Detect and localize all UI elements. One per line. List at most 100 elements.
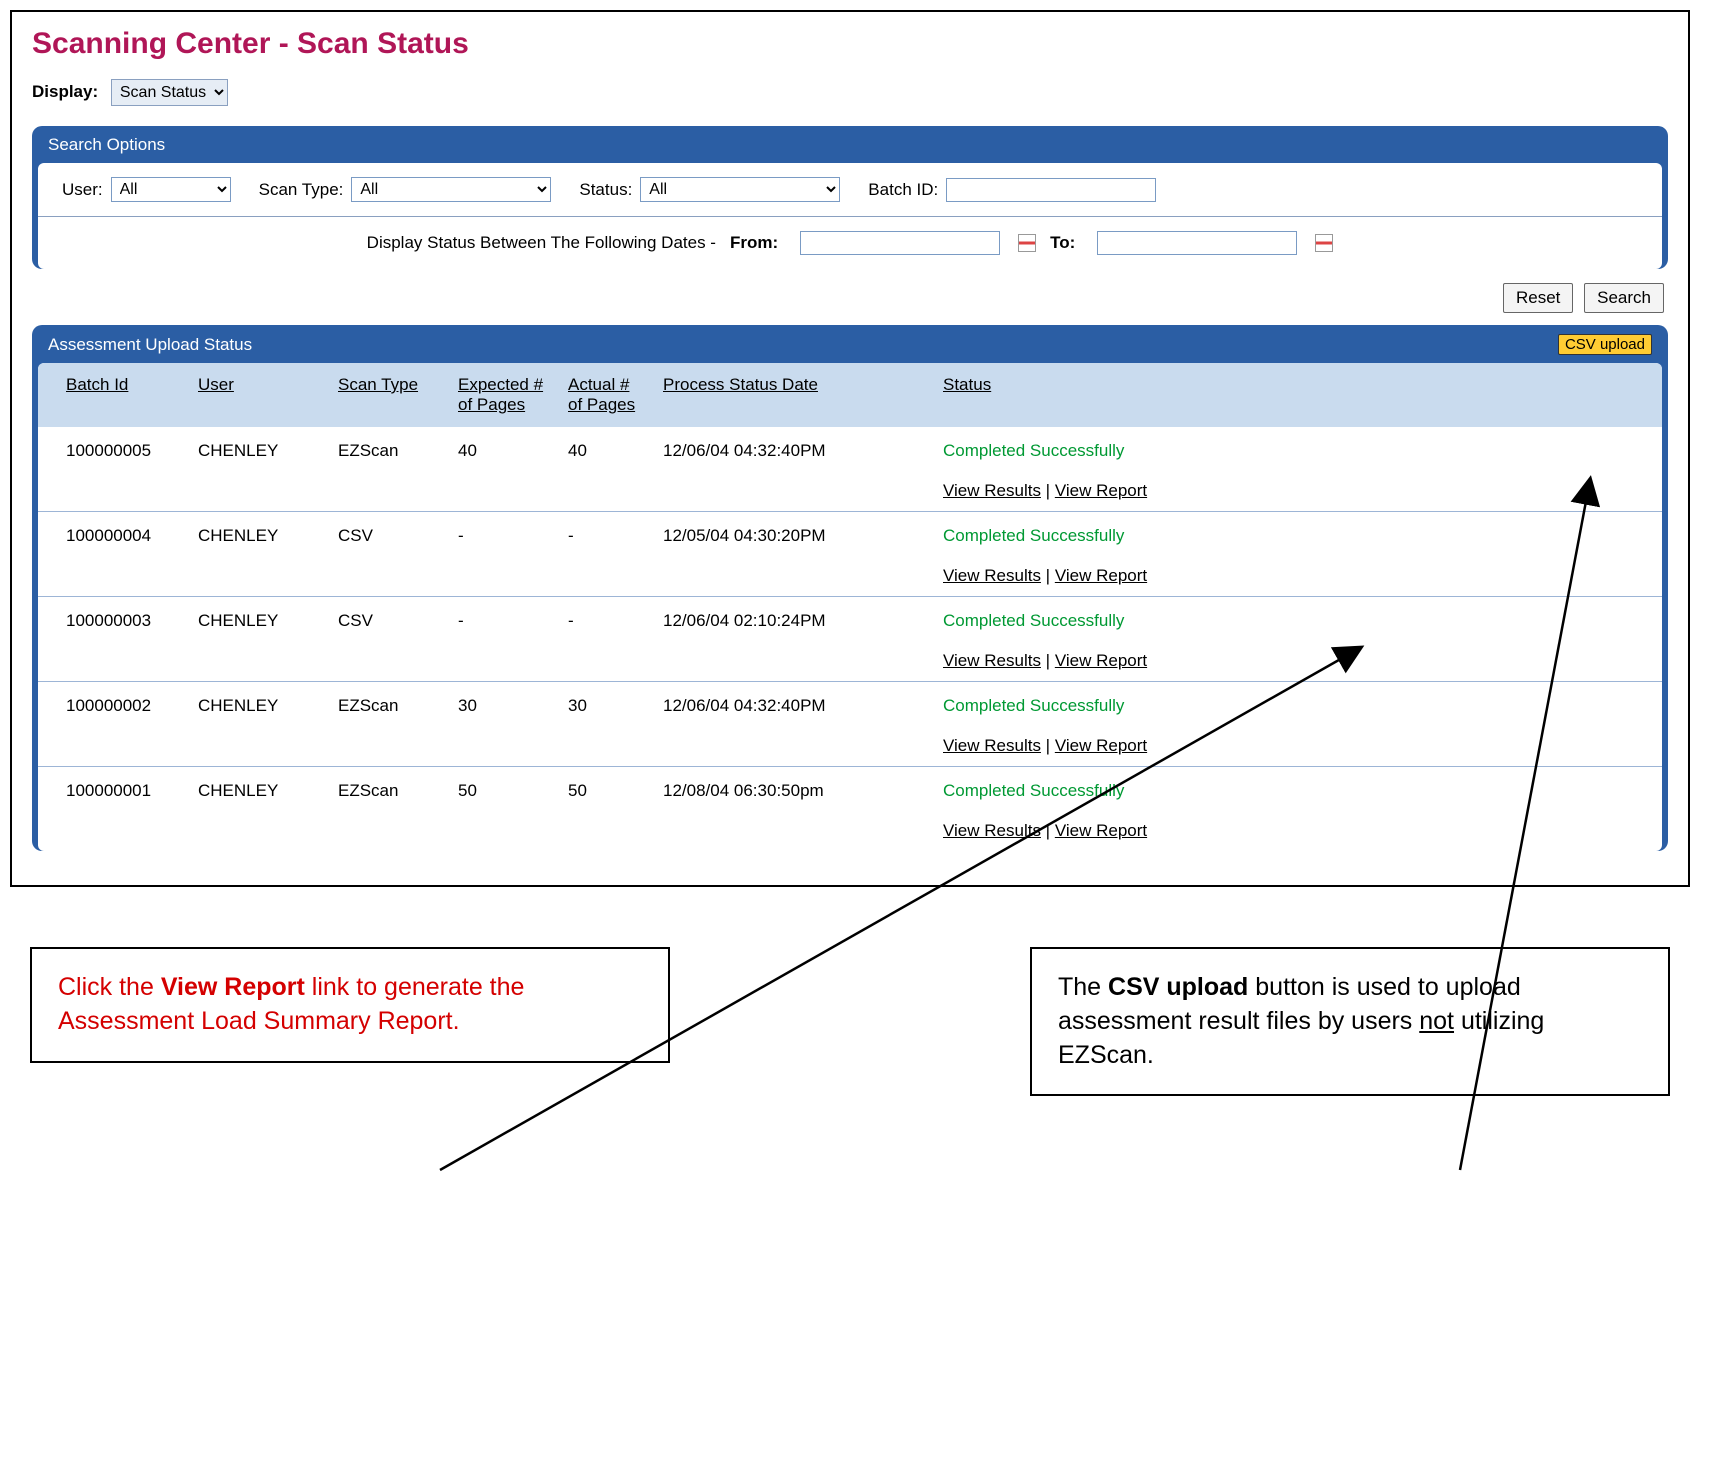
cell-status: Completed Successfully View Results | Vie… [933,427,1662,512]
col-batch-id[interactable]: Batch Id [38,363,188,427]
view-results-link[interactable]: View Results [943,821,1041,840]
reset-button[interactable]: Reset [1503,283,1573,313]
status-text: Completed Successfully [943,611,1652,631]
results-table: Batch Id User Scan Type Expected # of Pa… [38,363,1662,851]
table-row: 100000004CHENLEYCSV--12/05/04 04:30:20PM… [38,512,1662,597]
view-results-link[interactable]: View Results [943,566,1041,585]
col-actual[interactable]: Actual # of Pages [558,363,653,427]
callout-csv-upload: The CSV upload button is used to upload … [1030,947,1670,1096]
cell-date: 12/06/04 04:32:40PM [653,427,933,512]
display-label: Display: [32,82,98,101]
cell-date: 12/06/04 04:32:40PM [653,682,933,767]
col-user[interactable]: User [188,363,328,427]
calendar-icon[interactable] [1315,234,1333,252]
calendar-icon[interactable] [1018,234,1036,252]
cell-user: CHENLEY [188,597,328,682]
status-text: Completed Successfully [943,781,1652,801]
view-report-link[interactable]: View Report [1055,481,1147,500]
status-select[interactable]: All [640,177,840,202]
cell-batch: 100000002 [38,682,188,767]
cell-user: CHENLEY [188,427,328,512]
table-row: 100000002CHENLEYEZScan303012/06/04 04:32… [38,682,1662,767]
cell-scan-type: EZScan [328,682,448,767]
cell-date: 12/08/04 06:30:50pm [653,767,933,852]
cell-actual: - [558,512,653,597]
csv-upload-button[interactable]: CSV upload [1558,334,1652,355]
cell-expected: - [448,597,558,682]
cell-user: CHENLEY [188,512,328,597]
view-results-link[interactable]: View Results [943,481,1041,500]
col-status[interactable]: Status [933,363,1662,427]
from-date-input[interactable] [800,231,1000,255]
scan-type-label: Scan Type: [259,180,344,200]
table-row: 100000001CHENLEYEZScan505012/08/04 06:30… [38,767,1662,852]
cell-batch: 100000001 [38,767,188,852]
cell-expected: - [448,512,558,597]
view-report-link[interactable]: View Report [1055,566,1147,585]
cell-batch: 100000005 [38,427,188,512]
search-options-panel: Search Options User: All Scan Type: All [32,126,1668,269]
status-text: Completed Successfully [943,696,1652,716]
cell-scan-type: CSV [328,512,448,597]
cell-status: Completed Successfully View Results | Vie… [933,767,1662,852]
search-button[interactable]: Search [1584,283,1664,313]
cell-status: Completed SuccessfullyView Results | Vie… [933,597,1662,682]
cell-batch: 100000003 [38,597,188,682]
results-panel: Assessment Upload Status CSV upload Batc… [32,325,1668,851]
cell-scan-type: EZScan [328,427,448,512]
view-results-link[interactable]: View Results [943,736,1041,755]
col-process-date[interactable]: Process Status Date [653,363,933,427]
cell-actual: - [558,597,653,682]
app-frame: Scanning Center - Scan Status Display: S… [10,10,1690,887]
cell-status: Completed SuccessfullyView Results | Vie… [933,682,1662,767]
view-report-link[interactable]: View Report [1055,821,1147,840]
view-report-link[interactable]: View Report [1055,736,1147,755]
user-select[interactable]: All [111,177,231,202]
scan-type-select[interactable]: All [351,177,551,202]
results-table-wrap: Batch Id User Scan Type Expected # of Pa… [38,363,1662,851]
search-row-2: Display Status Between The Following Dat… [38,217,1662,269]
status-text: Completed Successfully [943,526,1652,546]
table-row: 100000003CHENLEYCSV--12/06/04 02:10:24PM… [38,597,1662,682]
search-row-1: User: All Scan Type: All Status: All [38,163,1662,217]
status-label: Status: [579,180,632,200]
button-row: Reset Search [32,283,1664,313]
batch-id-label: Batch ID: [868,180,938,200]
cell-expected: 50 [448,767,558,852]
search-panel-title: Search Options [48,135,165,155]
user-label: User: [62,180,103,200]
col-expected[interactable]: Expected # of Pages [448,363,558,427]
batch-id-input[interactable] [946,178,1156,202]
cell-date: 12/05/04 04:30:20PM [653,512,933,597]
status-text: Completed Successfully [943,441,1652,461]
cell-status: Completed Successfully View Results | Vie… [933,512,1662,597]
cell-expected: 30 [448,682,558,767]
cell-user: CHENLEY [188,682,328,767]
cell-scan-type: EZScan [328,767,448,852]
display-select[interactable]: Scan Status [111,79,228,106]
view-results-link[interactable]: View Results [943,651,1041,670]
display-row: Display: Scan Status [32,79,1668,106]
cell-actual: 40 [558,427,653,512]
results-panel-header: Assessment Upload Status CSV upload [32,325,1668,363]
view-report-link[interactable]: View Report [1055,651,1147,670]
results-panel-title: Assessment Upload Status [48,335,252,355]
cell-date: 12/06/04 02:10:24PM [653,597,933,682]
search-body: User: All Scan Type: All Status: All [38,163,1662,269]
cell-actual: 50 [558,767,653,852]
cell-expected: 40 [448,427,558,512]
cell-scan-type: CSV [328,597,448,682]
cell-actual: 30 [558,682,653,767]
date-range-label: Display Status Between The Following Dat… [367,233,716,253]
cell-user: CHENLEY [188,767,328,852]
search-panel-header: Search Options [32,126,1668,163]
to-date-input[interactable] [1097,231,1297,255]
col-scan-type[interactable]: Scan Type [328,363,448,427]
action-links: View Results | View Report [943,566,1652,586]
action-links: View Results | View Report [943,821,1652,841]
to-label: To: [1050,233,1075,253]
callout-view-report: Click the View Report link to generate t… [30,947,670,1063]
page-title: Scanning Center - Scan Status [32,27,1668,61]
action-links: View Results | View Report [943,481,1652,501]
cell-batch: 100000004 [38,512,188,597]
